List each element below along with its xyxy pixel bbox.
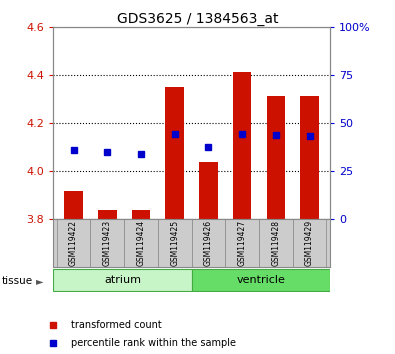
Bar [64,190,83,219]
Text: ►: ► [36,276,44,286]
Bar [124,219,158,267]
Bar [300,97,319,219]
Bar [53,269,192,291]
Text: GSM119426: GSM119426 [204,220,213,267]
Text: GSM119427: GSM119427 [238,220,246,267]
Text: ventricle: ventricle [236,275,285,285]
Text: GSM119424: GSM119424 [137,220,145,267]
Text: GSM119425: GSM119425 [170,220,179,267]
Bar [166,87,184,219]
Text: atrium: atrium [104,275,141,285]
Text: GSM119422: GSM119422 [69,221,78,266]
Bar [192,219,225,267]
Bar [225,219,259,267]
Bar [259,219,293,267]
Text: transformed count: transformed count [71,320,162,330]
Text: tissue: tissue [2,276,33,286]
Bar [132,210,150,219]
Bar [158,219,192,267]
Bar [57,219,90,267]
Bar [199,161,218,219]
Text: percentile rank within the sample: percentile rank within the sample [71,338,236,348]
Bar [293,219,326,267]
Text: GSM119428: GSM119428 [271,221,280,266]
Bar [98,210,117,219]
Text: GSM119423: GSM119423 [103,220,112,267]
Bar [267,97,285,219]
Text: GDS3625 / 1384563_at: GDS3625 / 1384563_at [117,12,278,27]
Text: GSM119429: GSM119429 [305,220,314,267]
Bar [90,219,124,267]
Bar [233,72,252,219]
Bar [192,269,330,291]
